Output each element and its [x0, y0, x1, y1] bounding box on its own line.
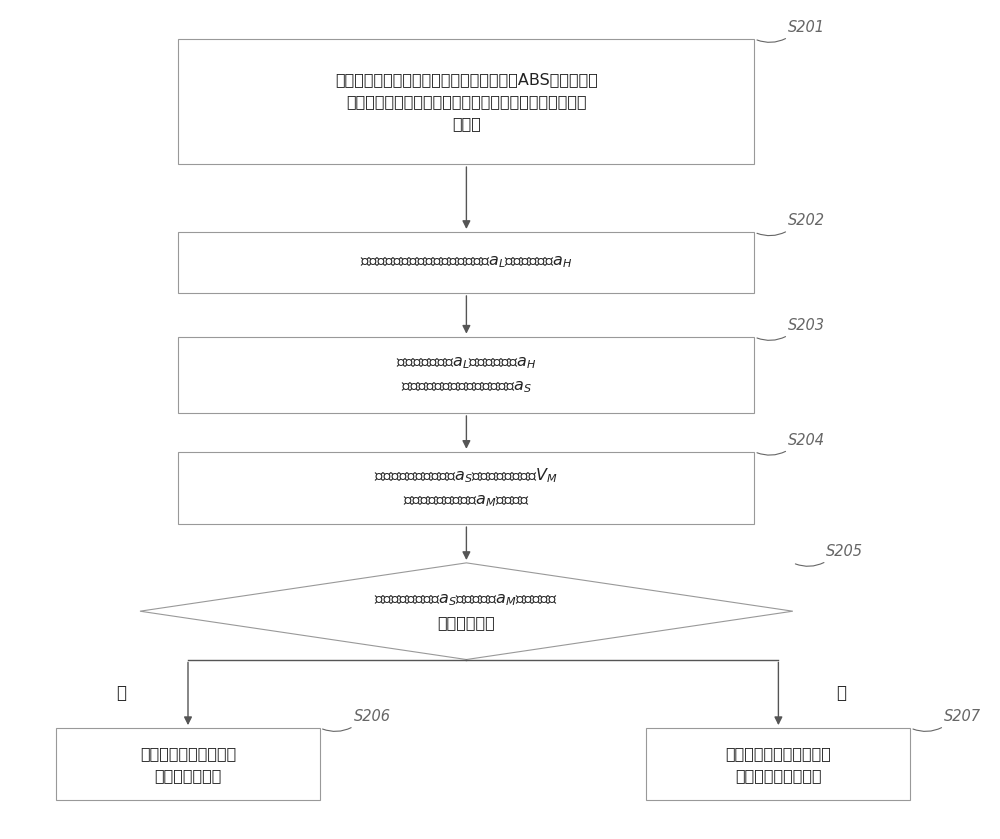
- FancyBboxPatch shape: [178, 451, 754, 524]
- FancyBboxPatch shape: [178, 39, 754, 164]
- FancyBboxPatch shape: [178, 232, 754, 293]
- Text: 是: 是: [116, 685, 126, 702]
- Text: 根据车速估计值，确定
电动车辆的车速: 根据车速估计值，确定 电动车辆的车速: [140, 746, 236, 783]
- Text: 根据电动车辆的加速度，
确定电动车辆的车速: 根据电动车辆的加速度， 确定电动车辆的车速: [725, 746, 831, 783]
- Text: S206: S206: [354, 709, 391, 724]
- Text: S203: S203: [788, 318, 825, 333]
- Text: 否: 否: [836, 685, 846, 702]
- Polygon shape: [140, 563, 793, 659]
- Text: S201: S201: [788, 20, 825, 35]
- FancyBboxPatch shape: [56, 728, 320, 800]
- Text: 电动车辆的加速度$a_S$和加速度值$a_M$之间的差异
是否小于阈值: 电动车辆的加速度$a_S$和加速度值$a_M$之间的差异 是否小于阈值: [374, 592, 558, 630]
- FancyBboxPatch shape: [646, 728, 910, 800]
- Text: S205: S205: [826, 544, 863, 559]
- Text: S204: S204: [788, 433, 825, 448]
- Text: 当电动车辆的电机控制器无法从电动车辆的ABS系统获得车
辆的车速信息时，根据电动车辆的电机转速计算得到车速
估计值: 当电动车辆的电机控制器无法从电动车辆的ABS系统获得车 辆的车速信息时，根据电动…: [335, 71, 598, 131]
- FancyBboxPatch shape: [178, 337, 754, 414]
- Text: S207: S207: [944, 709, 981, 724]
- Text: 从车体加速度传感器获取横向加速度$a_L$和纵向加速度$a_H$: 从车体加速度传感器获取横向加速度$a_L$和纵向加速度$a_H$: [360, 254, 573, 270]
- Text: S202: S202: [788, 213, 825, 228]
- Text: 将电动车辆的总加速度$a_S$，与对车速估计值$V_M$
求导得到的加速度值$a_M$进行比较: 将电动车辆的总加速度$a_S$，与对车速估计值$V_M$ 求导得到的加速度值$a…: [374, 466, 558, 509]
- Text: 根据横向加速度$a_L$和纵向加速度$a_H$
，计算得到电动车辆的总加速度$a_S$: 根据横向加速度$a_L$和纵向加速度$a_H$ ，计算得到电动车辆的总加速度$a…: [396, 356, 537, 395]
